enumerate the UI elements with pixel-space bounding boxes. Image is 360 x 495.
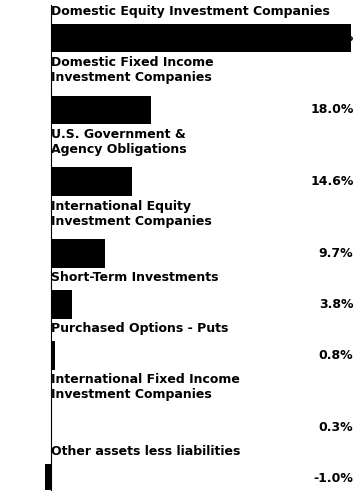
Text: 9.7%: 9.7% — [319, 247, 354, 260]
Bar — [51, 413, 52, 442]
Text: 18.0%: 18.0% — [310, 103, 354, 116]
Text: 53.8%: 53.8% — [310, 31, 354, 45]
Bar — [51, 239, 105, 268]
Text: U.S. Government &
Agency Obligations: U.S. Government & Agency Obligations — [51, 128, 186, 156]
Text: Other assets less liabilities: Other assets less liabilities — [51, 445, 240, 458]
Bar — [51, 341, 55, 370]
Bar — [45, 464, 51, 493]
Text: 0.3%: 0.3% — [319, 421, 354, 434]
Text: International Fixed Income
Investment Companies: International Fixed Income Investment Co… — [51, 373, 239, 401]
Bar — [51, 24, 351, 52]
Text: 0.8%: 0.8% — [319, 349, 354, 362]
Text: 3.8%: 3.8% — [319, 298, 354, 311]
Text: Domestic Equity Investment Companies: Domestic Equity Investment Companies — [51, 5, 329, 18]
Bar — [51, 167, 132, 196]
Text: Domestic Fixed Income
Investment Companies: Domestic Fixed Income Investment Compani… — [51, 56, 213, 84]
Bar — [51, 290, 72, 319]
Text: International Equity
Investment Companies: International Equity Investment Companie… — [51, 199, 211, 228]
Text: -1.0%: -1.0% — [314, 472, 354, 485]
Text: Purchased Options - Puts: Purchased Options - Puts — [51, 322, 228, 335]
Text: Short-Term Investments: Short-Term Investments — [51, 271, 218, 285]
Text: 14.6%: 14.6% — [310, 175, 354, 188]
Bar — [51, 96, 151, 124]
